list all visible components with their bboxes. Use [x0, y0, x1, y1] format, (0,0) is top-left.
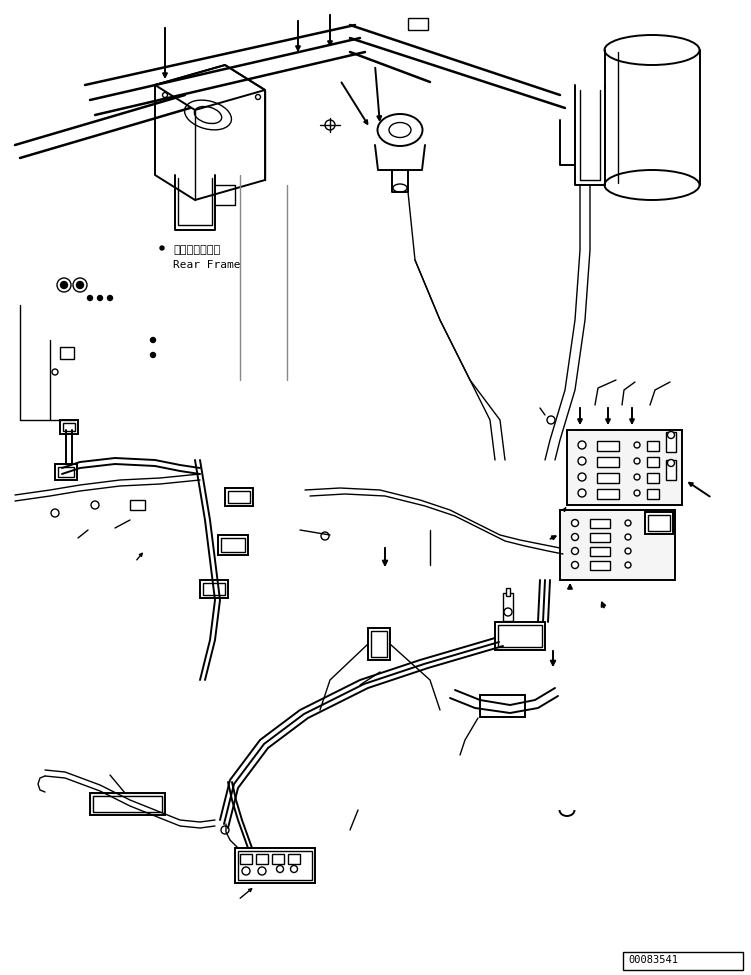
- Bar: [590, 547, 610, 556]
- Bar: [60, 347, 74, 359]
- Bar: [63, 423, 75, 431]
- Bar: [666, 432, 676, 452]
- Circle shape: [634, 474, 640, 480]
- Ellipse shape: [605, 170, 699, 200]
- Circle shape: [162, 93, 167, 98]
- Circle shape: [668, 432, 674, 439]
- Bar: [288, 854, 300, 864]
- Circle shape: [98, 295, 102, 300]
- Bar: [590, 533, 610, 542]
- Bar: [645, 512, 673, 534]
- Bar: [648, 515, 670, 531]
- Circle shape: [291, 866, 297, 873]
- Circle shape: [504, 608, 512, 616]
- Bar: [498, 625, 542, 647]
- Circle shape: [52, 369, 58, 375]
- Bar: [408, 18, 428, 30]
- Circle shape: [91, 501, 99, 509]
- Bar: [590, 519, 610, 528]
- Circle shape: [61, 282, 68, 289]
- Bar: [506, 588, 510, 596]
- Bar: [200, 580, 228, 598]
- Circle shape: [325, 120, 335, 130]
- Bar: [503, 593, 513, 621]
- Ellipse shape: [185, 100, 231, 130]
- Bar: [623, 952, 743, 970]
- Bar: [495, 622, 545, 650]
- Bar: [238, 851, 312, 880]
- Circle shape: [276, 866, 283, 873]
- Circle shape: [625, 562, 631, 568]
- Circle shape: [51, 509, 59, 517]
- Bar: [272, 854, 284, 864]
- Bar: [90, 793, 165, 815]
- Circle shape: [77, 282, 83, 289]
- Ellipse shape: [393, 184, 407, 192]
- Circle shape: [258, 867, 266, 875]
- Bar: [225, 488, 253, 506]
- Circle shape: [578, 457, 586, 465]
- Circle shape: [88, 295, 92, 300]
- Circle shape: [150, 353, 155, 358]
- Circle shape: [572, 520, 578, 527]
- Circle shape: [150, 337, 155, 342]
- Bar: [240, 854, 252, 864]
- Circle shape: [634, 458, 640, 464]
- Text: リヤーフレーム: リヤーフレーム: [173, 245, 220, 255]
- Bar: [560, 510, 675, 580]
- Bar: [597, 441, 619, 451]
- Bar: [647, 473, 659, 483]
- Bar: [567, 430, 682, 505]
- Bar: [647, 489, 659, 499]
- Circle shape: [634, 490, 640, 496]
- Bar: [55, 464, 77, 480]
- Bar: [228, 491, 250, 503]
- Bar: [256, 854, 268, 864]
- Bar: [368, 628, 390, 660]
- Ellipse shape: [378, 114, 423, 146]
- Circle shape: [255, 95, 261, 99]
- Bar: [218, 535, 248, 555]
- Text: Rear Frame: Rear Frame: [173, 260, 240, 270]
- Circle shape: [160, 246, 164, 250]
- Bar: [480, 695, 525, 717]
- Circle shape: [578, 441, 586, 449]
- Circle shape: [57, 278, 71, 292]
- Bar: [597, 489, 619, 499]
- Ellipse shape: [389, 123, 411, 137]
- Circle shape: [321, 532, 329, 540]
- Bar: [221, 538, 245, 552]
- Bar: [590, 561, 610, 570]
- Circle shape: [578, 489, 586, 497]
- Bar: [597, 457, 619, 467]
- Circle shape: [242, 867, 250, 875]
- Circle shape: [578, 473, 586, 481]
- Bar: [666, 460, 676, 480]
- Circle shape: [572, 533, 578, 540]
- Bar: [647, 457, 659, 467]
- Circle shape: [572, 548, 578, 555]
- Bar: [597, 473, 619, 483]
- Circle shape: [625, 548, 631, 554]
- Circle shape: [572, 562, 578, 568]
- Bar: [58, 467, 74, 477]
- Bar: [371, 631, 387, 657]
- Circle shape: [221, 826, 229, 834]
- Bar: [235, 848, 315, 883]
- Bar: [647, 441, 659, 451]
- Circle shape: [634, 442, 640, 448]
- Circle shape: [107, 295, 113, 300]
- Bar: [93, 796, 162, 812]
- Bar: [60, 420, 78, 434]
- Bar: [130, 500, 145, 510]
- Circle shape: [668, 459, 674, 466]
- Text: 00083541: 00083541: [628, 955, 678, 965]
- Bar: [203, 583, 225, 595]
- Ellipse shape: [605, 35, 699, 65]
- Circle shape: [625, 520, 631, 526]
- Circle shape: [73, 278, 87, 292]
- Ellipse shape: [195, 106, 222, 124]
- Circle shape: [625, 534, 631, 540]
- Circle shape: [547, 416, 555, 424]
